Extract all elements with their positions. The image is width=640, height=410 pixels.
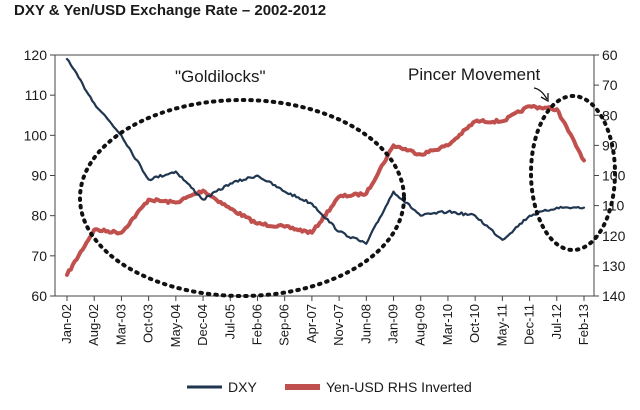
- x-tick-label: Mar-03: [113, 304, 128, 345]
- y-right-tick-label: 120: [602, 228, 626, 244]
- x-tick-label: Dec-11: [522, 304, 537, 345]
- annotation-pincer: Pincer Movement: [408, 65, 541, 84]
- x-tick-label: Nov-07: [331, 304, 346, 346]
- chart-title: DXY & Yen/USD Exchange Rate – 2002-2012: [14, 2, 326, 19]
- series-line-dxy: [65, 57, 586, 245]
- x-tick-label: May-11: [494, 304, 509, 346]
- pincer-arrow: [533, 87, 548, 100]
- x-tick-label: Jul-12: [549, 304, 564, 339]
- x-tick-label: Oct-03: [141, 304, 156, 343]
- legend-label-dxy: DXY: [228, 379, 257, 395]
- y-left-tick-label: 90: [31, 168, 47, 184]
- x-tick-label: Feb-13: [576, 304, 591, 345]
- pincer-arrowhead: [540, 93, 549, 103]
- x-tick-label: Dec-04: [195, 304, 210, 346]
- series-line-yen-usd: [65, 103, 586, 277]
- goldilocks-ellipse: [78, 98, 406, 298]
- x-tick-label: Aug-09: [413, 304, 428, 346]
- y-left-tick-label: 110: [25, 87, 48, 103]
- y-left-tick-label: 100: [24, 127, 48, 143]
- y-right-tick-label: 110: [602, 198, 625, 214]
- y-right-tick-label: 60: [602, 47, 618, 63]
- y-right-tick-label: 140: [602, 288, 626, 304]
- annotation-goldilocks: "Goldilocks": [175, 67, 266, 86]
- series-lines: [65, 57, 586, 277]
- x-tick-label: Oct-10: [467, 304, 482, 343]
- x-tick-label: Aug-02: [86, 304, 101, 346]
- plot-frame: [54, 54, 595, 297]
- y-right-tick-label: 130: [602, 258, 626, 274]
- y-left-tick-label: 80: [31, 208, 47, 224]
- y-left-tick-label: 120: [24, 47, 48, 63]
- plot-area: [54, 54, 595, 297]
- annotations: "Goldilocks" Pincer Movement: [78, 65, 617, 298]
- x-tick-label: Jan-02: [59, 304, 74, 344]
- x-tick-label: Jan-09: [386, 304, 401, 344]
- y-left-tick-label: 60: [31, 288, 47, 304]
- legend: DXY Yen-USD RHS Inverted: [187, 379, 472, 395]
- x-tick-label: Sep-06: [277, 304, 292, 346]
- x-tick-label: Jun-08: [358, 304, 373, 344]
- legend-label-yen: Yen-USD RHS Inverted: [326, 379, 472, 395]
- y-right-tick-label: 90: [602, 137, 618, 153]
- x-tick-label: Jul-05: [222, 304, 237, 339]
- y-right-tick-label: 80: [602, 107, 618, 123]
- x-tick-label: May-04: [168, 304, 183, 347]
- y-right-tick-label: 70: [602, 77, 618, 93]
- y-left-tick-label: 70: [31, 248, 47, 264]
- x-tick-label: Apr-07: [304, 304, 319, 343]
- x-tick-label: Mar-10: [440, 304, 455, 345]
- x-tick-label: Feb-06: [249, 304, 264, 345]
- pincer-ellipse: [529, 94, 617, 252]
